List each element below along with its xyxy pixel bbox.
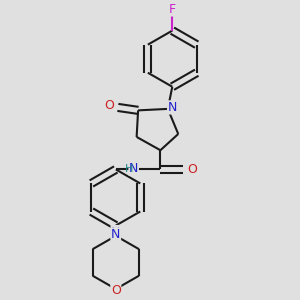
- Text: N: N: [111, 226, 121, 238]
- Text: O: O: [105, 99, 115, 112]
- Text: N: N: [111, 228, 121, 241]
- Text: N: N: [129, 162, 138, 175]
- Text: O: O: [111, 284, 121, 297]
- Text: H: H: [124, 164, 133, 173]
- Text: O: O: [187, 163, 197, 176]
- Text: N: N: [168, 101, 177, 114]
- Text: F: F: [169, 3, 176, 16]
